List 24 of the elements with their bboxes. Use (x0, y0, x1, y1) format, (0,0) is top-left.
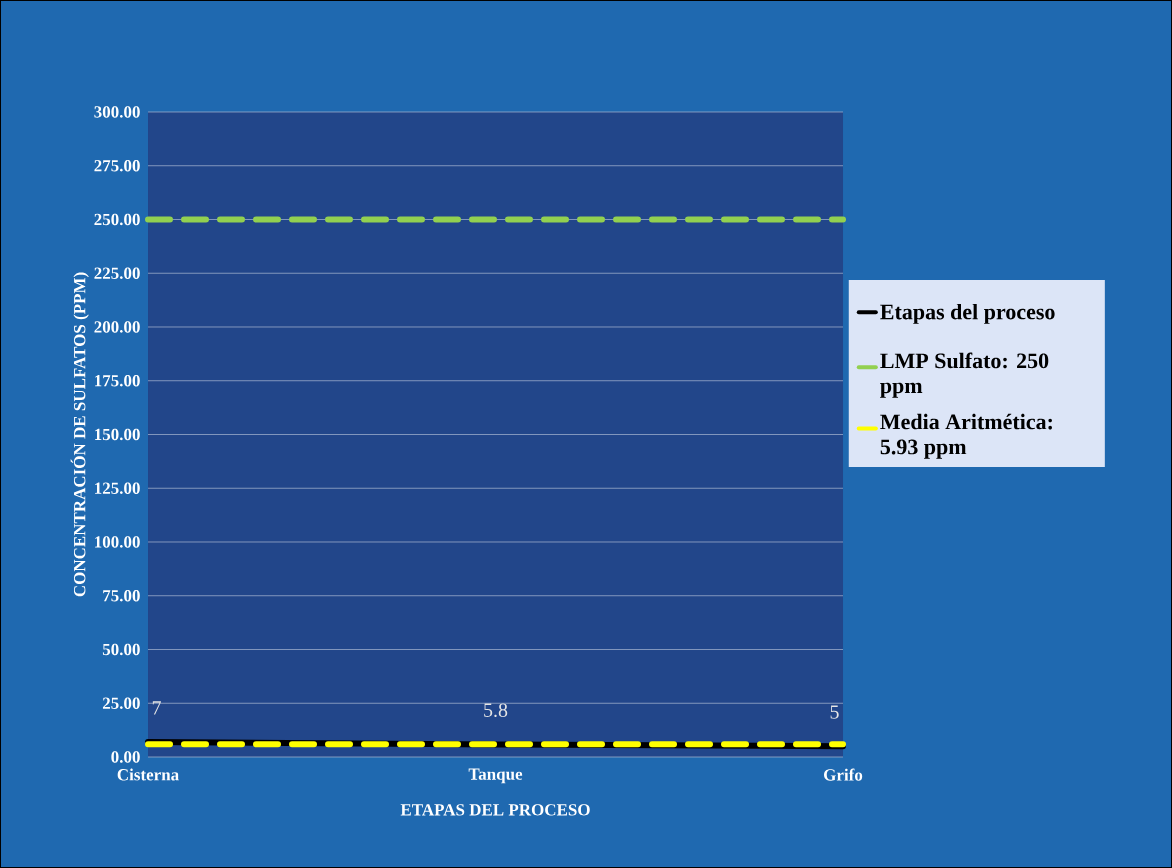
y-axis-title: CONCENTRACIÓN DE SULFATOS (PPM) (70, 272, 89, 597)
x-axis-title: ETAPAS DEL PROCESO (400, 804, 590, 816)
x-tick-label: Tanque (468, 768, 523, 784)
y-tick-label: 175.00 (95, 374, 140, 387)
y-tick-label: 25.00 (102, 697, 140, 710)
legend-label: Etapas del proceso (880, 303, 1055, 324)
y-tick-label: 0.00 (111, 751, 140, 763)
x-tick-label: Grifo (824, 768, 863, 781)
y-tick-label: 150.00 (95, 428, 140, 441)
y-tick-label: 100.00 (95, 536, 140, 548)
y-tick-label: 225.00 (94, 267, 140, 280)
legend-label: LMP Sulfato: 250 ppm (880, 352, 1049, 398)
y-tick-label: 300.00 (94, 106, 140, 118)
y-tick-label: 250.00 (94, 213, 140, 226)
y-tick-label: 50.00 (102, 643, 140, 656)
x-tick-label: Cisterna (117, 768, 179, 781)
y-tick-label: 200.00 (94, 321, 140, 333)
y-tick-label: 75.00 (103, 589, 140, 602)
legend-label: Media Aritmética: 5.93 ppm (880, 413, 1052, 459)
data-label: 5 (830, 705, 839, 719)
data-label: 5.8 (484, 703, 508, 717)
y-tick-label: 125.00 (95, 482, 140, 495)
y-tick-label: 275.00 (94, 159, 140, 172)
data-label: 7 (152, 701, 161, 715)
